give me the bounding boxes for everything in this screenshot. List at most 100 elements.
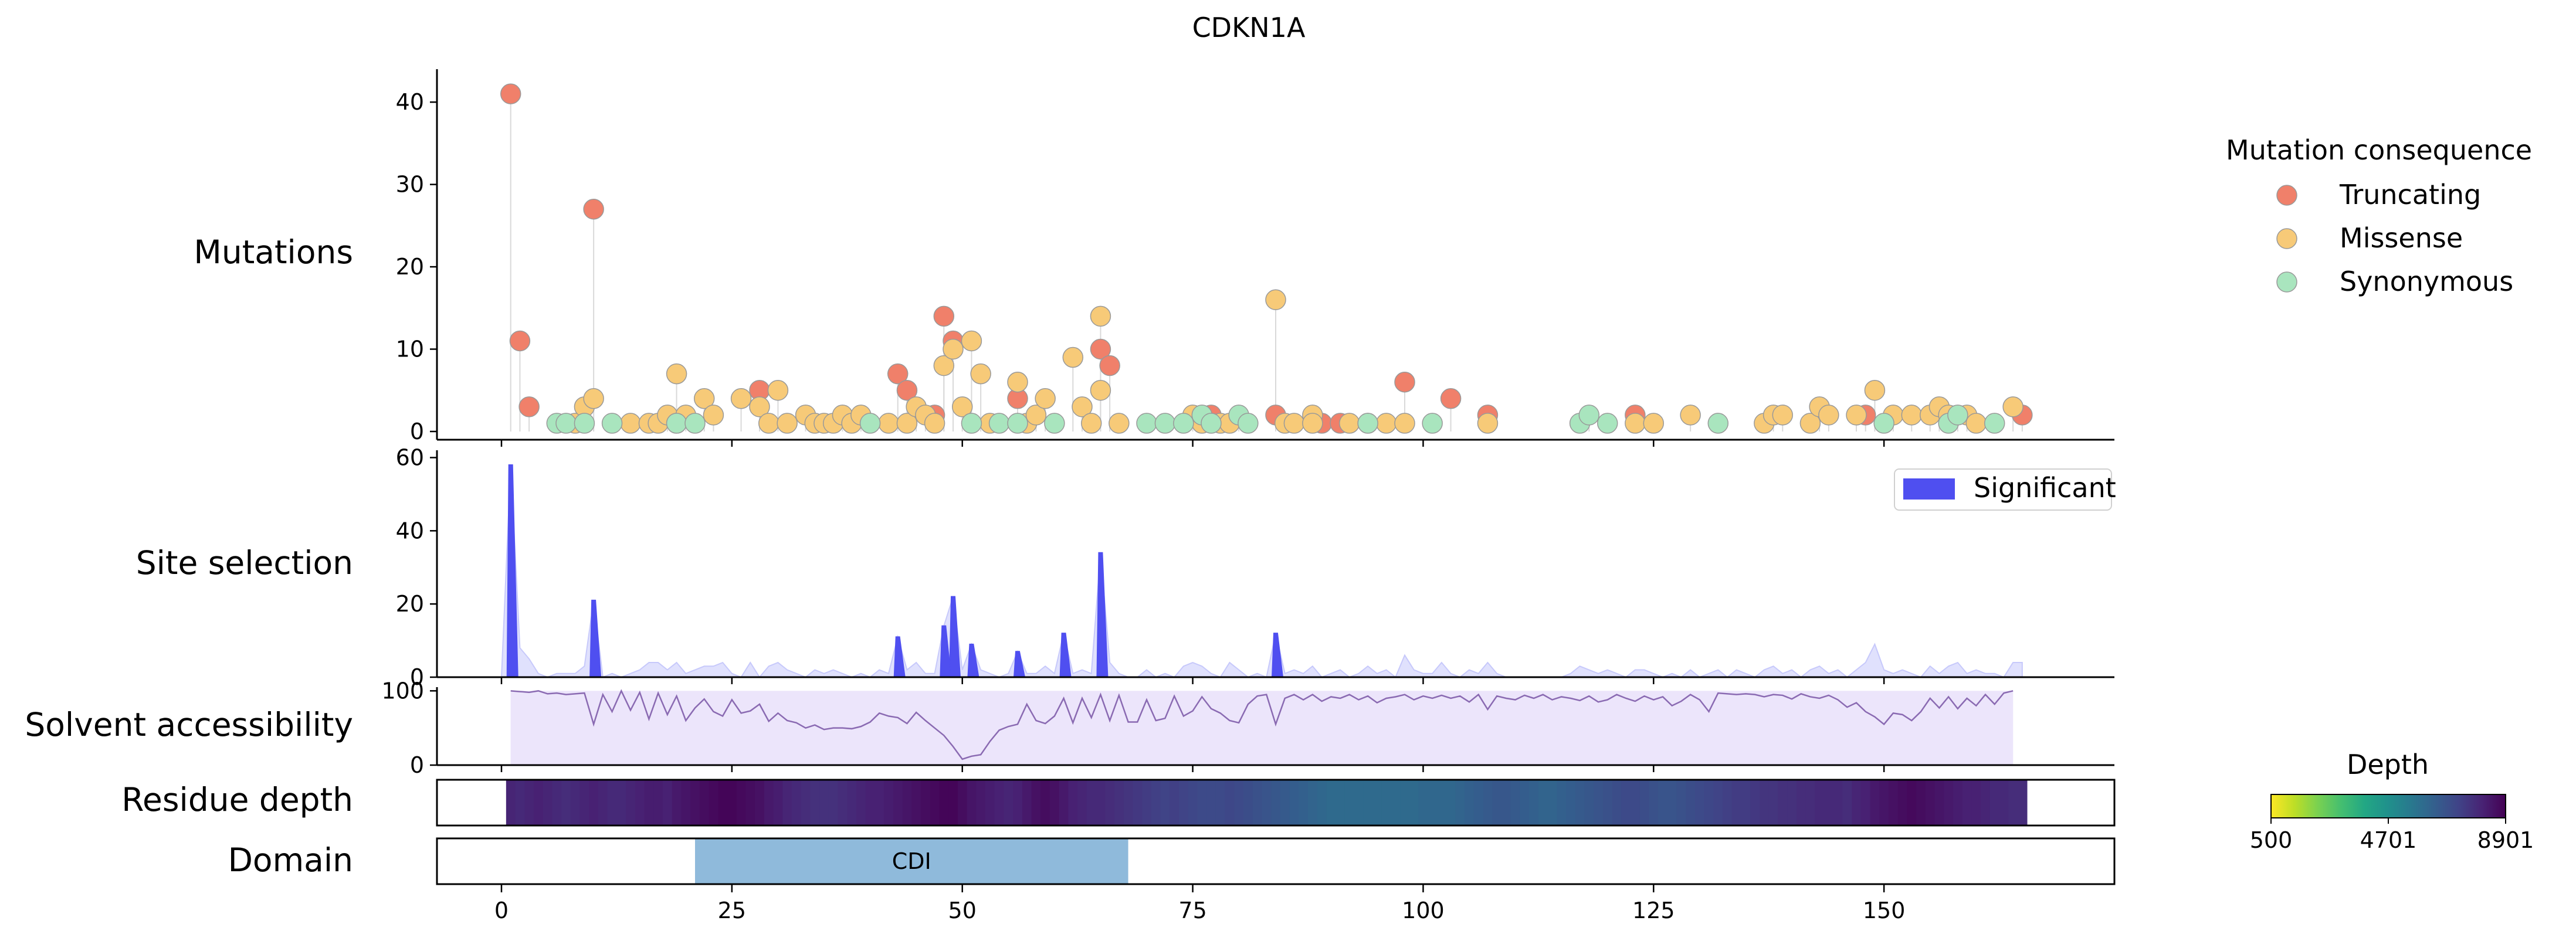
depth-cell: [1575, 780, 1585, 826]
mutation-point-synonymous: [1984, 413, 2005, 434]
depth-cell: [856, 780, 866, 826]
depth-cell: [1944, 780, 1954, 826]
mutation-point-synonymous: [1007, 413, 1028, 434]
mutation-point-synonymous: [1578, 405, 1600, 426]
depth-cell: [1465, 780, 1475, 826]
track-label-residue-depth: Residue depth: [121, 781, 353, 818]
depth-cell: [875, 780, 884, 826]
depth-cell: [1925, 780, 1936, 826]
legend-marker-missense: [2276, 228, 2297, 249]
mutation-point-missense: [1846, 405, 1867, 426]
depth-cell: [884, 780, 894, 826]
mutation-point-truncating: [518, 396, 540, 417]
mutation-point-missense: [749, 396, 770, 417]
depth-cell: [1594, 780, 1604, 826]
depth-cell: [1059, 780, 1069, 826]
depth-cell: [1188, 780, 1198, 826]
mutation-point-truncating: [500, 83, 521, 104]
selection-y-tick-label: 60: [396, 444, 424, 470]
depth-cell: [579, 780, 590, 826]
mutation-point-missense: [1283, 413, 1305, 434]
x-tick-label: 150: [1863, 898, 1906, 923]
mutation-point-missense: [1818, 405, 1839, 426]
mutation-point-missense: [1965, 413, 1987, 434]
depth-cell: [598, 780, 608, 826]
colorbar-title: Depth: [2347, 749, 2429, 780]
mutation-point-truncating: [1090, 338, 1111, 360]
mutation-point-missense: [730, 388, 752, 409]
depth-cell: [672, 780, 682, 826]
depth-cell: [1317, 780, 1327, 826]
depth-cell: [893, 780, 903, 826]
significant-legend-label: Significant: [1974, 472, 2116, 504]
depth-cell: [1566, 780, 1576, 826]
domain-frame: [436, 837, 2116, 885]
depth-cell: [1833, 780, 1843, 826]
depth-cell: [561, 780, 571, 826]
depth-cell: [1031, 780, 1042, 826]
depth-cell: [1160, 780, 1171, 826]
mutation-point-missense: [961, 330, 982, 352]
depth-cell: [1962, 780, 1972, 826]
depth-cell: [1077, 780, 1087, 826]
depth-cell: [1870, 780, 1880, 826]
depth-cell: [2018, 780, 2028, 826]
depth-cell: [1631, 780, 1640, 826]
depth-cell: [921, 780, 931, 826]
depth-cell: [1381, 780, 1392, 826]
depth-cell: [1667, 780, 1677, 826]
depth-cell: [1860, 780, 1871, 826]
depth-cell: [1695, 780, 1705, 826]
depth-cell: [1446, 780, 1456, 826]
mutations-y-tick-label: 20: [396, 254, 424, 280]
depth-cell: [1520, 780, 1530, 826]
mutation-point-missense: [878, 413, 899, 434]
depth-cell: [828, 780, 839, 826]
depth-cell: [902, 780, 913, 826]
depth-colorbar: Depth 500 4701 8901: [2250, 749, 2534, 853]
track-label-domain: Domain: [228, 841, 353, 879]
mutation-point-synonymous: [1173, 413, 1194, 434]
depth-cell: [1234, 780, 1244, 826]
depth-cell: [1760, 780, 1770, 826]
depth-cell: [819, 780, 829, 826]
track-label-site-selection: Site selection: [136, 544, 353, 582]
depth-cell: [1778, 780, 1788, 826]
depth-cell: [792, 780, 802, 826]
mutation-point-truncating: [1394, 371, 1415, 393]
mutation-point-synonymous: [1707, 413, 1729, 434]
depth-cell: [1409, 780, 1419, 826]
depth-cell: [930, 780, 940, 826]
mutations-y-tick-label: 40: [396, 89, 424, 115]
depth-cell: [1483, 780, 1493, 826]
depth-cell: [1225, 780, 1235, 826]
mutation-point-synonymous: [859, 413, 881, 434]
depth-cell: [1584, 780, 1594, 826]
depth-cell: [1723, 780, 1733, 826]
mutation-point-synonymous: [1422, 413, 1443, 434]
mutation-point-missense: [1265, 289, 1286, 310]
mutation-point-truncating: [1440, 388, 1462, 409]
depth-cell: [1299, 780, 1309, 826]
selection-y-tick-label: 40: [396, 518, 424, 543]
depth-cell: [1529, 780, 1539, 826]
depth-cell: [1731, 780, 1742, 826]
mutation-point-missense: [1109, 413, 1130, 434]
depth-cell: [1289, 780, 1300, 826]
depth-cell: [1326, 780, 1336, 826]
solvent-area: [510, 691, 2014, 765]
depth-cell: [552, 780, 562, 826]
depth-cell: [1897, 780, 1908, 826]
x-tick-label: 50: [948, 898, 977, 923]
mutation-point-synonymous: [1044, 413, 1065, 434]
mutation-point-synonymous: [1357, 413, 1378, 434]
mutation-point-missense: [970, 363, 991, 385]
mutation-point-missense: [693, 388, 715, 409]
depth-cell: [543, 780, 553, 826]
depth-cell: [1197, 780, 1207, 826]
colorbar-gradient: [2270, 794, 2506, 818]
significant-legend-swatch: [1903, 478, 1955, 500]
depth-cell: [663, 780, 673, 826]
depth-cell: [1686, 780, 1696, 826]
